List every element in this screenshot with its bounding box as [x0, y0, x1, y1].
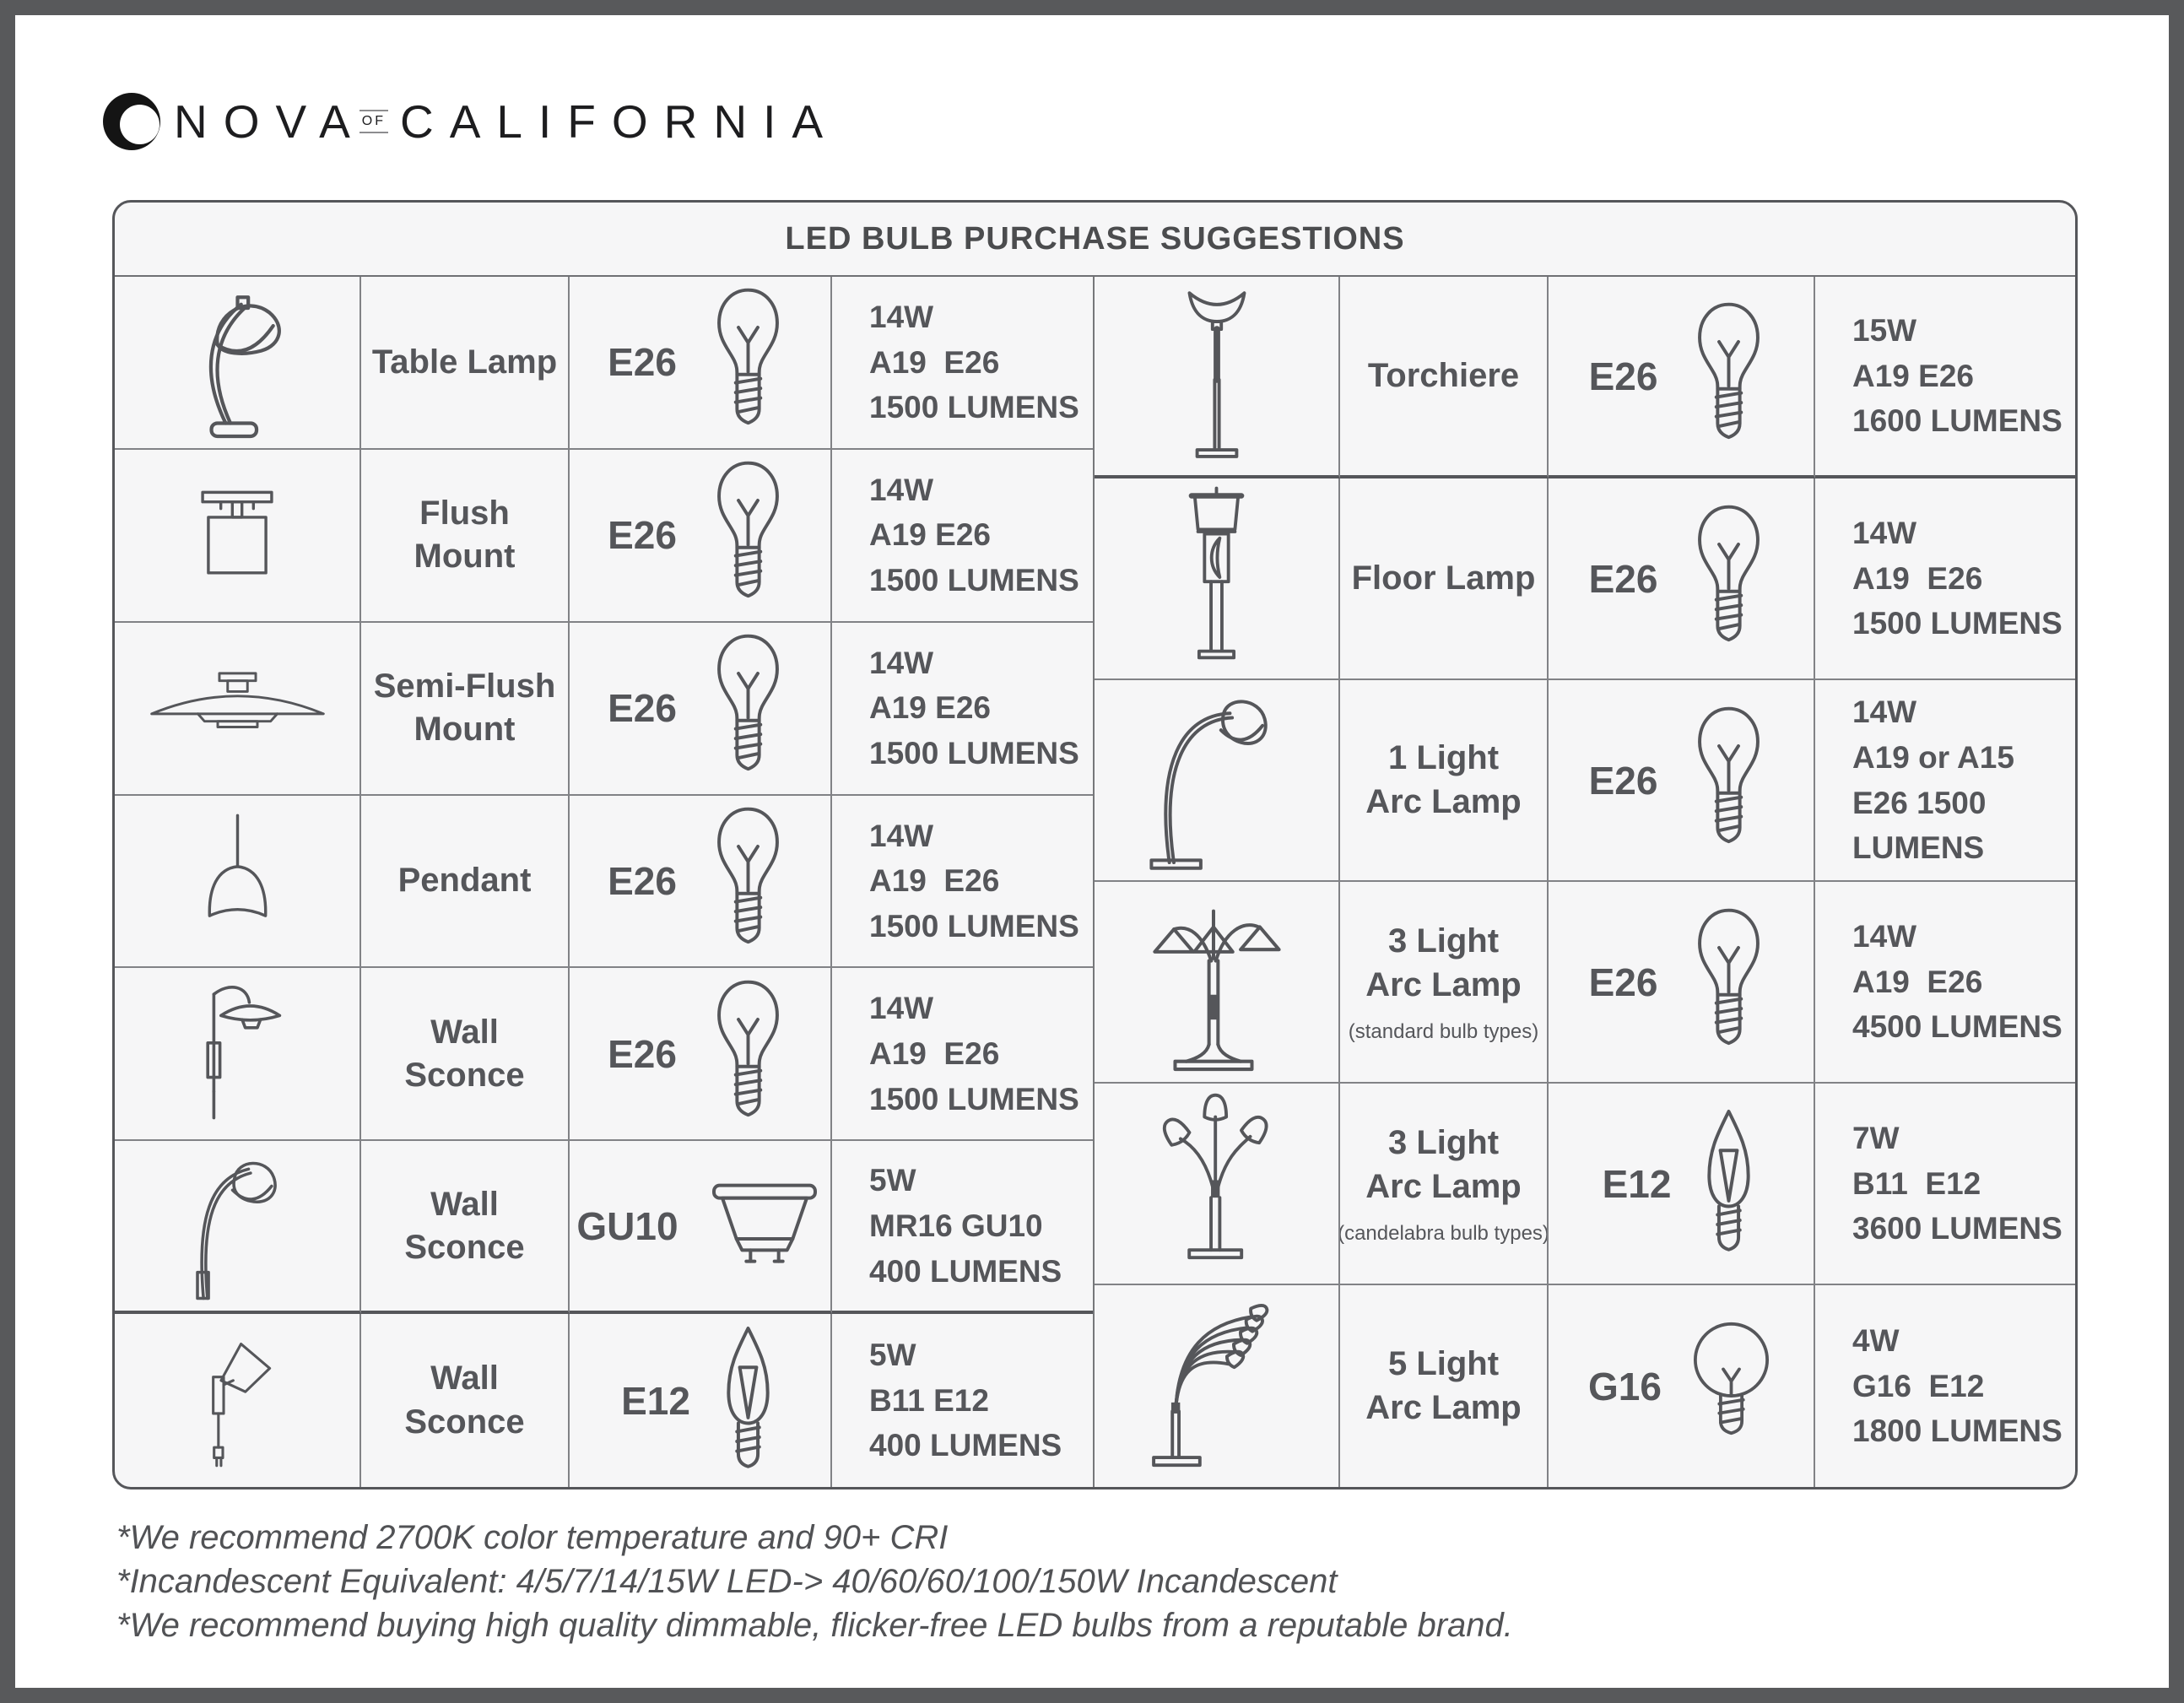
gu10-bulb-icon	[705, 1180, 824, 1273]
led-bulb-chart: LED BULB PURCHASE SUGGESTIONS Table Lamp…	[112, 200, 2078, 1489]
fixture-name: Table Lamp	[371, 343, 558, 381]
table-row: 3 Light Arc Lamp (standard bulb types) E…	[1095, 882, 2075, 1084]
bulb-spec: 14W A19 E26 1500 LUMENS	[869, 472, 1079, 598]
table-row: Semi-Flush Mount E26 14W A19 E26 1500 LU…	[115, 622, 1093, 796]
bulb-spec: 7W B11 E12 3600 LUMENS	[1852, 1121, 2062, 1246]
a19-bulb-icon	[1684, 299, 1773, 454]
chart-title: LED BULB PURCHASE SUGGESTIONS	[115, 203, 2075, 277]
fixture-name: Torchiere	[1367, 356, 1520, 394]
eclipse-logo-icon	[103, 93, 160, 150]
bulb-spec: 14W A19 E26 1500 LUMENS	[1852, 516, 2062, 641]
bulb-spec: 14W A19 E26 4500 LUMENS	[1852, 919, 2062, 1045]
fixture-name: 5 Light Arc Lamp	[1365, 1345, 1522, 1426]
bulb-spec: 14W A19 E26 1500 LUMENS	[869, 645, 1079, 770]
fixture-name: Floor Lamp	[1351, 559, 1536, 597]
table-row: Torchiere E26 15W A19 E26 1600 LUMENS	[1095, 277, 2075, 478]
table-row: Wall Sconce E12 5W B11 E12 400 LUMENS	[115, 1314, 1093, 1487]
wall-sconce-arc-icon	[182, 1146, 293, 1306]
a19-bulb-icon	[704, 976, 792, 1132]
bulb-spec: 14W A19 E26 1500 LUMENS	[869, 818, 1079, 943]
floor-lamp-icon	[1173, 484, 1260, 674]
arc-lamp-5-light-icon	[1143, 1290, 1291, 1483]
socket-type: E12	[1602, 1161, 1672, 1206]
bulb-spec: 14W A19 or A15 E26 1500 LUMENS	[1852, 695, 2014, 866]
a19-bulb-icon	[704, 284, 792, 440]
table-row: Wall Sconce GU10 5W MR16 GU10 400 LUMENS	[115, 1141, 1093, 1315]
brand-word-california: CALIFORNIA	[400, 95, 840, 148]
bulb-spec: 14W A19 E26 1500 LUMENS	[869, 299, 1079, 425]
table-row: Flush Mount E26 14W A19 E26 1500 LUMENS	[115, 449, 1093, 623]
socket-type: E26	[608, 340, 677, 385]
socket-type: G16	[1588, 1364, 1662, 1408]
fixture-name: 3 Light Arc Lamp	[1365, 1124, 1522, 1205]
socket-type: E26	[608, 686, 677, 731]
table-row: Pendant E26 14W A19 E26 1500 LUMENS	[115, 795, 1093, 969]
a19-bulb-icon	[704, 630, 792, 786]
brand-word-nova: NOVA	[174, 95, 366, 148]
brand-logo: NOVA OF CALIFORNIA	[103, 93, 839, 150]
socket-type: E26	[608, 513, 677, 558]
chart-right-half: Torchiere E26 15W A19 E26 1600 LUMENS Fl…	[1095, 277, 2075, 1487]
wall-sconce-saucer-icon	[187, 978, 288, 1130]
fixture-note: (candelabra bulb types)	[1340, 1221, 1549, 1245]
arc-lamp-3-light-icon	[1143, 886, 1290, 1079]
socket-type: E26	[1588, 354, 1658, 398]
fixture-name: 3 Light Arc Lamp	[1365, 922, 1522, 1003]
b11-bulb-icon	[1698, 1107, 1760, 1261]
fixture-name: 1 Light Arc Lamp	[1365, 739, 1522, 820]
bulb-spec: 14W A19 E26 1500 LUMENS	[869, 991, 1079, 1116]
a19-bulb-icon	[1684, 905, 1773, 1060]
a19-bulb-icon	[1684, 703, 1773, 858]
table-row: 5 Light Arc Lamp G16 4W G16 E12 1800 LUM…	[1095, 1285, 2075, 1487]
table-row: Floor Lamp E26 14W A19 E26 1500 LUMENS	[1095, 478, 2075, 680]
socket-type: GU10	[576, 1203, 678, 1248]
socket-type: E26	[1588, 556, 1658, 601]
fixture-name: Semi-Flush Mount	[373, 667, 556, 749]
arc-lamp-3-light-candelabra-icon	[1151, 1089, 1282, 1279]
pendant-icon	[194, 814, 281, 949]
socket-type: E12	[621, 1378, 690, 1423]
footnotes: *We recommend 2700K color temperature an…	[116, 1519, 1513, 1651]
fixture-name: Wall Sconce	[404, 1185, 525, 1266]
semi-flush-mount-icon	[138, 667, 337, 749]
fixture-name: Pendant	[397, 862, 532, 900]
socket-type: E26	[608, 858, 677, 903]
socket-type: E26	[1588, 960, 1658, 1004]
g16-bulb-icon	[1689, 1320, 1774, 1453]
fixture-name: Wall Sconce	[404, 1360, 525, 1441]
footnote-line: *Incandescent Equivalent: 4/5/7/14/15W L…	[116, 1563, 1338, 1600]
bulb-spec: 5W B11 E12 400 LUMENS	[869, 1338, 1062, 1463]
flush-mount-icon	[189, 483, 285, 588]
wall-sconce-cone-icon	[194, 1331, 281, 1470]
a19-bulb-icon	[704, 803, 792, 959]
fixture-note: (standard bulb types)	[1348, 1019, 1539, 1043]
bulb-spec: 4W G16 E12 1800 LUMENS	[1852, 1323, 2062, 1449]
bulb-spec: 5W MR16 GU10 400 LUMENS	[869, 1163, 1062, 1289]
arc-lamp-1-light-icon	[1143, 685, 1289, 876]
table-row: 3 Light Arc Lamp (candelabra bulb types)…	[1095, 1084, 2075, 1285]
b11-bulb-icon	[717, 1324, 779, 1478]
table-row: Wall Sconce E26 14W A19 E26 1500 LUMENS	[115, 968, 1093, 1142]
table-row: 1 Light Arc Lamp E26 14W A19 or A15 E26 …	[1095, 680, 2075, 882]
a19-bulb-icon	[704, 457, 792, 613]
torchiere-icon	[1173, 283, 1261, 470]
socket-type: E26	[608, 1031, 677, 1076]
fixture-name: Flush Mount	[414, 495, 516, 576]
chart-left-half: Table Lamp E26 14W A19 E26 1500 LUMENS F…	[115, 277, 1095, 1487]
socket-type: E26	[1588, 758, 1658, 803]
footnote-line: *We recommend buying high quality dimmab…	[116, 1607, 1513, 1644]
footnote-line: *We recommend 2700K color temperature an…	[116, 1519, 949, 1556]
page: NOVA OF CALIFORNIA LED BULB PURCHASE SUG…	[15, 15, 2169, 1688]
brand-word-of: OF	[359, 110, 389, 133]
fixture-name: Wall Sconce	[404, 1013, 525, 1094]
chart-body: Table Lamp E26 14W A19 E26 1500 LUMENS F…	[115, 277, 2075, 1487]
table-row: Table Lamp E26 14W A19 E26 1500 LUMENS	[115, 277, 1093, 450]
table-lamp-icon	[178, 282, 297, 442]
bulb-spec: 15W A19 E26 1600 LUMENS	[1852, 313, 2062, 439]
a19-bulb-icon	[1684, 501, 1773, 657]
